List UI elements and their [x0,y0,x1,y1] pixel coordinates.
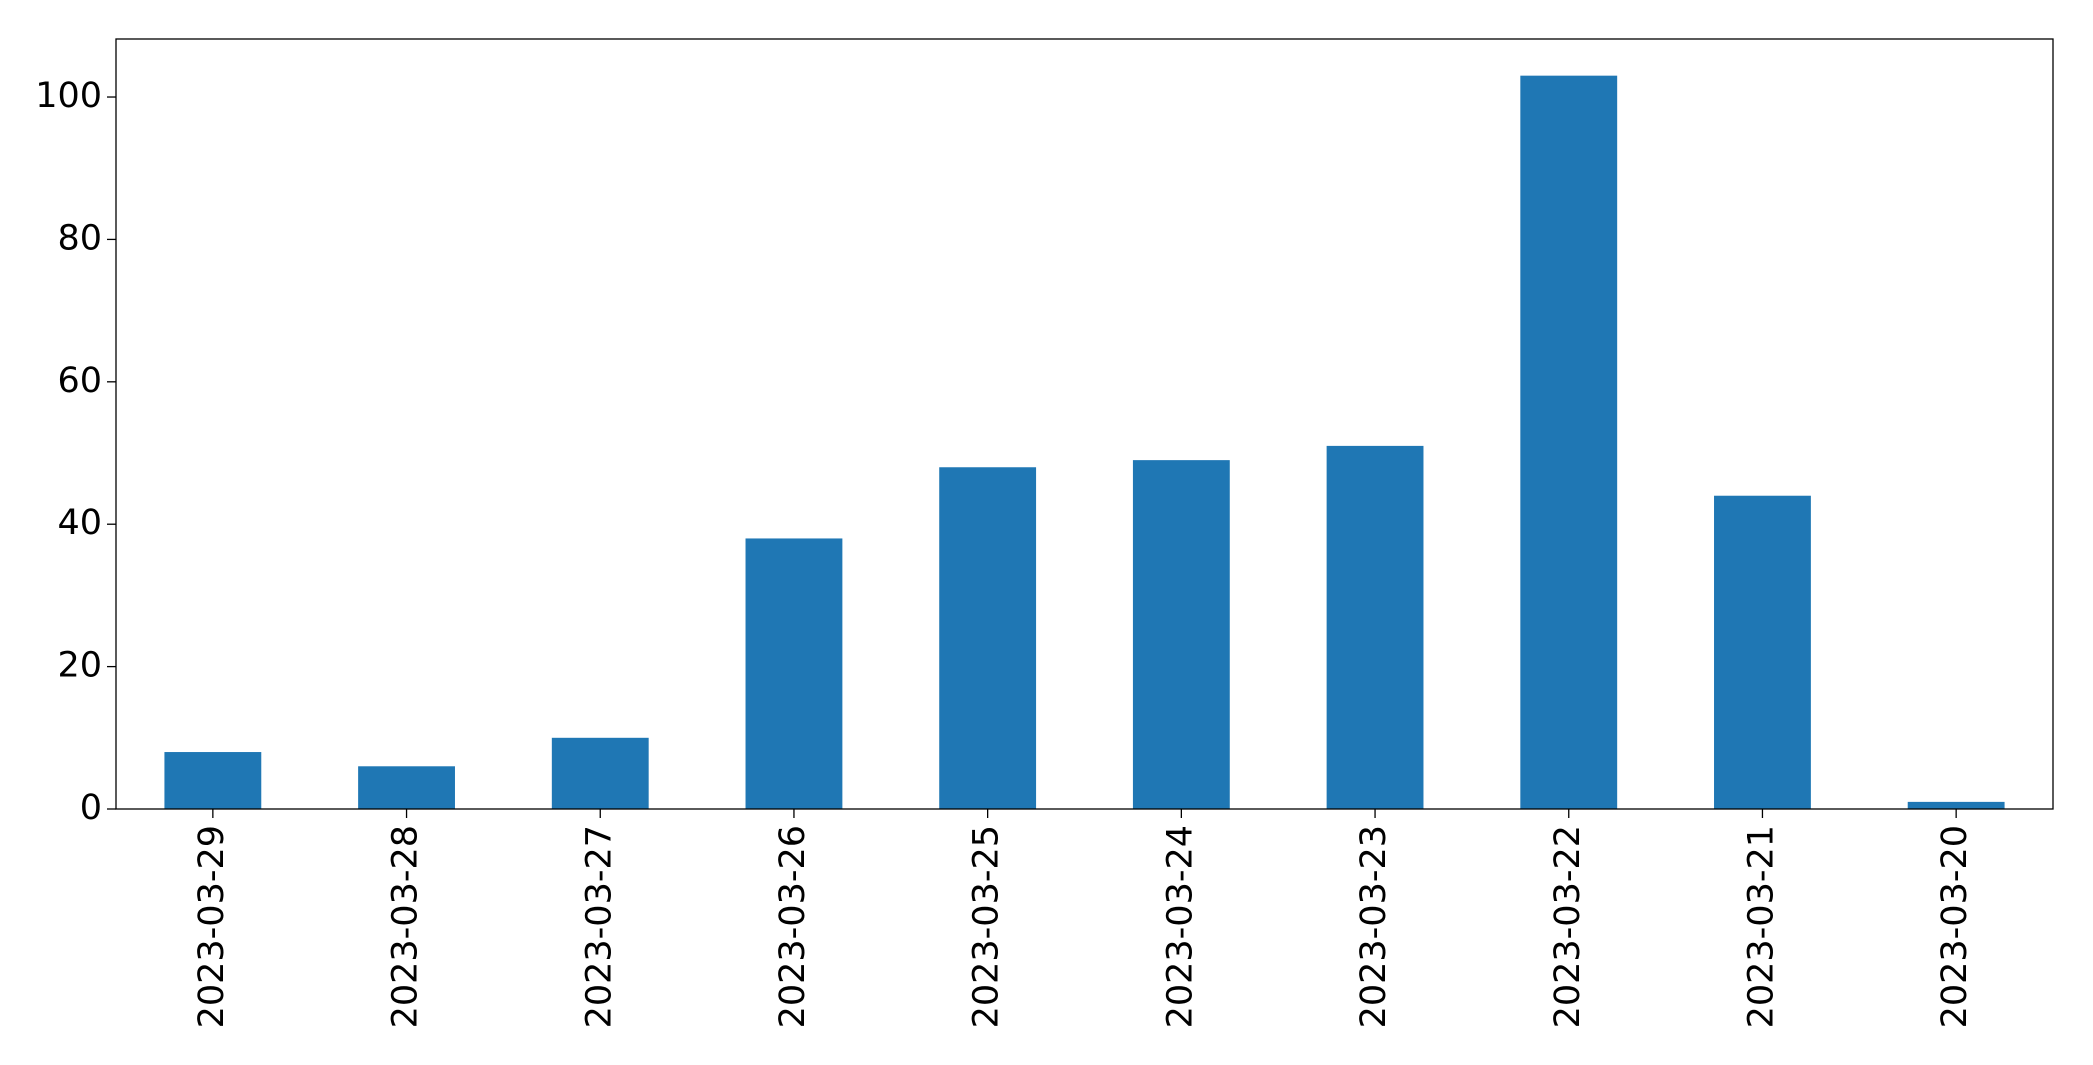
x-tick-label: 2023-03-29 [192,825,232,1028]
y-tick-label: 20 [57,646,102,686]
x-tick-label: 2023-03-23 [1354,825,1394,1028]
y-tick-label: 60 [57,361,102,401]
bar [358,766,455,809]
x-tick-label: 2023-03-22 [1548,825,1588,1028]
bar [551,737,649,809]
bar [939,467,1037,809]
bar [1520,75,1618,809]
plot-frame [115,38,2054,810]
x-tick-label: 2023-03-24 [1160,825,1200,1028]
bar [1326,445,1424,809]
y-tick-label: 100 [35,76,102,116]
x-tick-label: 2023-03-20 [1935,825,1975,1028]
x-tick-label: 2023-03-26 [773,825,813,1028]
x-tick-label: 2023-03-27 [579,825,619,1028]
bar [164,752,262,809]
y-tick-label: 40 [57,503,102,543]
bar [1907,801,2005,809]
bar [745,538,843,809]
y-tick-label: 80 [57,218,102,258]
x-tick-label: 2023-03-21 [1741,825,1781,1028]
bar [1132,460,1230,809]
bar [1714,495,1811,809]
x-tick-label: 2023-03-25 [967,825,1007,1028]
y-tick-label: 0 [80,788,102,828]
x-tick-label: 2023-03-28 [386,825,426,1028]
